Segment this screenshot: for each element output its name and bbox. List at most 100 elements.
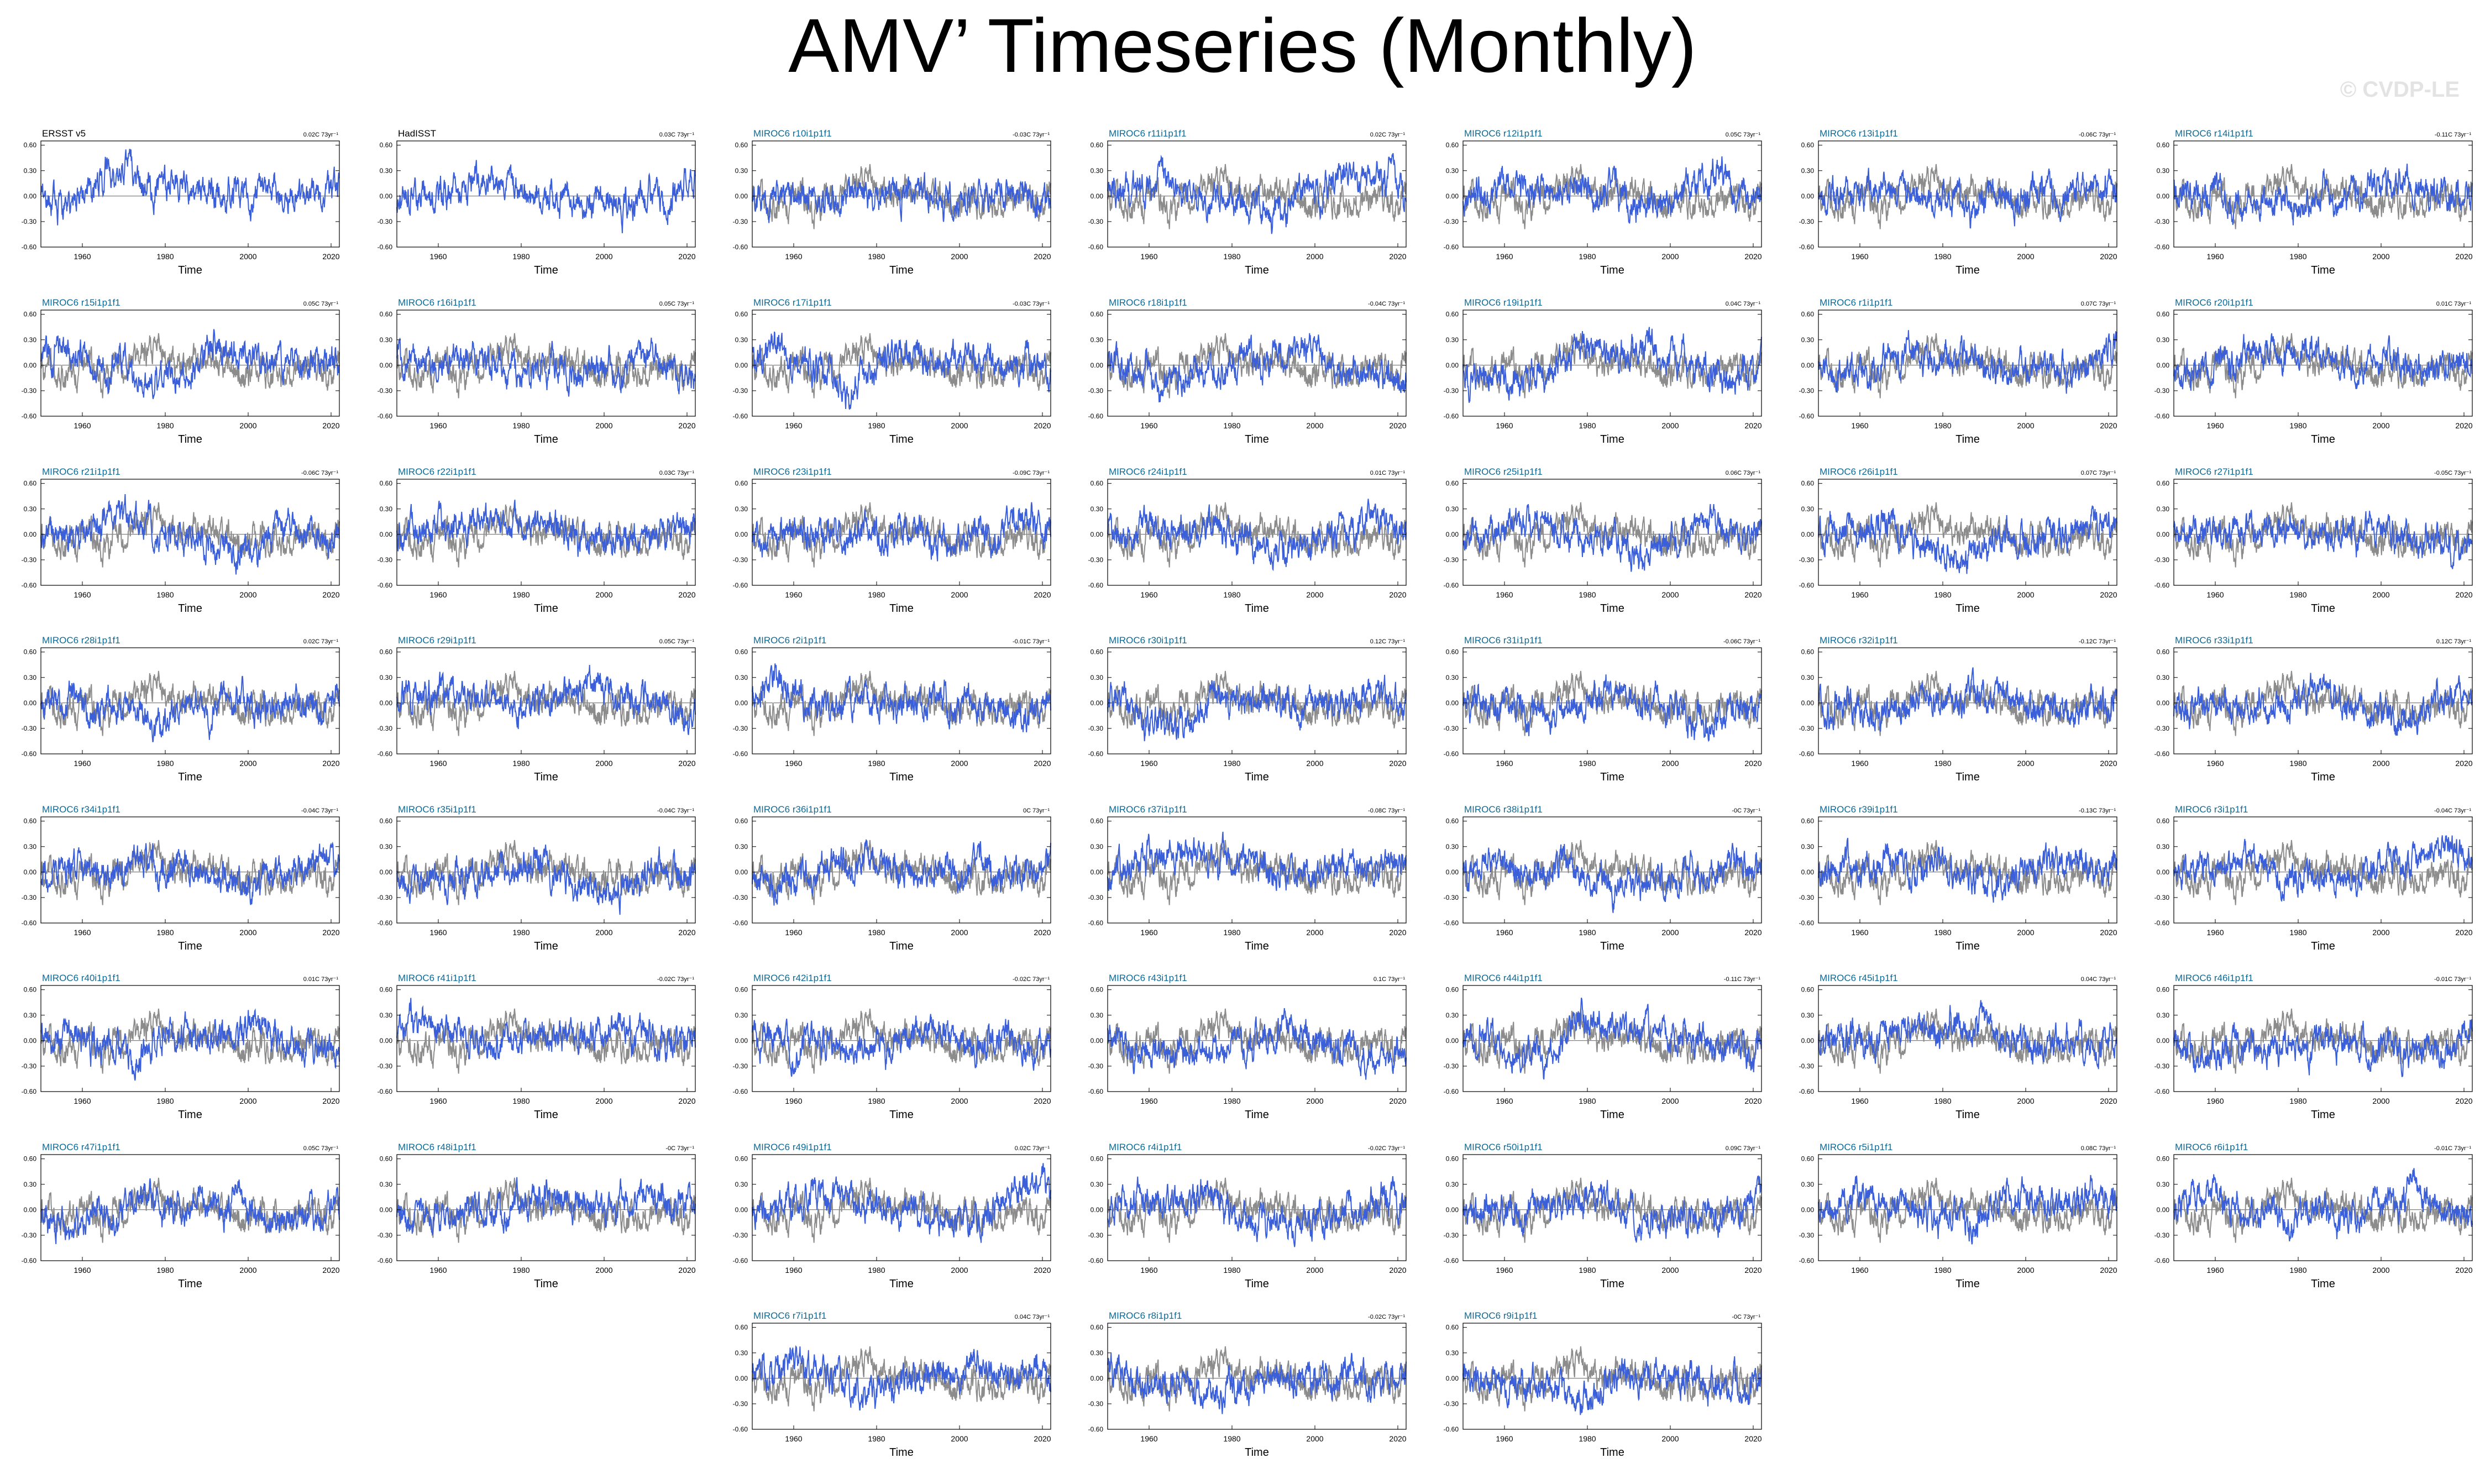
y-tick-label: -0.30 bbox=[22, 387, 37, 395]
panel-trend: -0C 73yr⁻¹ bbox=[1732, 1314, 1760, 1320]
y-tick-label: -0.30 bbox=[1088, 1231, 1104, 1239]
x-tick-label: 1980 bbox=[1934, 928, 1951, 937]
member-series-line bbox=[752, 1163, 1051, 1243]
plot-frame bbox=[40, 1154, 340, 1261]
panel-title: MIROC6 r34i1p1f1 bbox=[42, 804, 120, 815]
y-tick-label: -0.30 bbox=[378, 1062, 393, 1070]
x-tick-label: 1960 bbox=[1140, 1434, 1157, 1443]
panel-title: MIROC6 r47i1p1f1 bbox=[42, 1142, 120, 1152]
x-tick-label: 1980 bbox=[1223, 1097, 1240, 1105]
x-tick-label: 1980 bbox=[868, 421, 885, 430]
panel-title: MIROC6 r39i1p1f1 bbox=[1820, 804, 1898, 815]
member-series-line bbox=[752, 502, 1051, 562]
y-tick-label: -0.60 bbox=[22, 1257, 37, 1265]
panel-trend: -0.11C 73yr⁻¹ bbox=[1724, 976, 1760, 983]
x-axis-label: Time bbox=[2311, 433, 2335, 445]
x-axis-label: Time bbox=[1956, 1278, 1980, 1290]
x-axis-label: Time bbox=[178, 602, 202, 615]
y-tick-label: -0.30 bbox=[1444, 894, 1459, 901]
x-tick-label: 2020 bbox=[1389, 1097, 1406, 1105]
x-tick-label: 2000 bbox=[2017, 252, 2034, 261]
x-axis-label: Time bbox=[1600, 771, 1624, 783]
y-tick-label: 0.30 bbox=[1091, 843, 1104, 851]
y-tick-label: -0.60 bbox=[22, 919, 37, 927]
y-tick-label: -0.30 bbox=[378, 894, 393, 901]
x-tick-label: 1960 bbox=[1851, 928, 1868, 937]
panel-title: MIROC6 r2i1p1f1 bbox=[753, 635, 826, 646]
y-tick-label: 0.00 bbox=[2157, 361, 2170, 369]
y-tick-label: 0.30 bbox=[1446, 843, 1459, 851]
x-tick-label: 2000 bbox=[1306, 252, 1323, 261]
x-tick-label: 2020 bbox=[1034, 1266, 1051, 1275]
x-axis-label: Time bbox=[178, 940, 202, 952]
member-series-line bbox=[396, 337, 696, 397]
y-tick-label: 0.30 bbox=[1091, 167, 1104, 175]
x-tick-label: 2020 bbox=[1744, 1266, 1761, 1275]
y-tick-label: -0.30 bbox=[22, 556, 37, 564]
x-tick-label: 1960 bbox=[1140, 928, 1157, 937]
watermark: © CVDP-LE bbox=[2340, 77, 2460, 102]
y-tick-label: 0.30 bbox=[380, 674, 393, 681]
y-tick-label: -0.30 bbox=[1799, 387, 1815, 395]
y-tick-label: 0.00 bbox=[2157, 192, 2170, 200]
y-tick-label: 0.60 bbox=[735, 986, 748, 994]
x-tick-label: 2000 bbox=[2017, 590, 2034, 599]
x-tick-label: 1980 bbox=[868, 759, 885, 768]
y-tick-label: 0.00 bbox=[380, 361, 393, 369]
y-tick-label: 0.00 bbox=[1091, 361, 1104, 369]
y-tick-label: -0.30 bbox=[1799, 1062, 1815, 1070]
panel-title: MIROC6 r25i1p1f1 bbox=[1464, 466, 1543, 477]
x-tick-label: 2020 bbox=[1744, 421, 1761, 430]
y-tick-label: -0.30 bbox=[1444, 556, 1459, 564]
x-axis-label: Time bbox=[1245, 1278, 1269, 1290]
x-tick-label: 2020 bbox=[322, 1266, 339, 1275]
x-tick-label: 1960 bbox=[2206, 928, 2224, 937]
y-tick-label: -0.30 bbox=[1444, 1400, 1459, 1408]
panel-title: MIROC6 r22i1p1f1 bbox=[398, 466, 476, 477]
panel-title: MIROC6 r15i1p1f1 bbox=[42, 297, 120, 308]
y-tick-label: -0.60 bbox=[2154, 1257, 2170, 1265]
panel-trend: -0.04C 73yr⁻¹ bbox=[301, 807, 338, 814]
x-axis-label: Time bbox=[178, 1109, 202, 1121]
x-tick-label: 2020 bbox=[1389, 252, 1406, 261]
y-tick-label: 0.60 bbox=[1091, 1155, 1104, 1163]
x-tick-label: 1960 bbox=[1851, 590, 1868, 599]
panel-title: MIROC6 r26i1p1f1 bbox=[1820, 466, 1898, 477]
y-tick-label: -0.60 bbox=[733, 919, 748, 927]
member-series-line bbox=[1107, 1352, 1407, 1414]
x-tick-label: 2020 bbox=[678, 252, 695, 261]
x-tick-label: 2000 bbox=[239, 1097, 256, 1105]
y-tick-label: -0.30 bbox=[733, 387, 748, 395]
panel-trend: 0.03C 73yr⁻¹ bbox=[659, 470, 695, 476]
member-series-line bbox=[1462, 327, 1762, 403]
amv-panel: MIROC6 r26i1p1f1 0.07C 73yr⁻¹ 0.60 0.30 0.00… bbox=[1799, 466, 2117, 615]
member-series-line bbox=[752, 1345, 1051, 1411]
observation-series-line bbox=[1462, 1177, 1762, 1243]
y-tick-label: -0.60 bbox=[1799, 243, 1815, 251]
x-tick-label: 1960 bbox=[1496, 1266, 1513, 1275]
member-series-line bbox=[40, 675, 340, 742]
panel-trend: 0.01C 73yr⁻¹ bbox=[2436, 301, 2472, 307]
y-tick-label: 0.00 bbox=[24, 868, 37, 876]
x-tick-label: 1960 bbox=[1496, 1434, 1513, 1443]
x-tick-label: 1980 bbox=[1579, 1434, 1596, 1443]
y-tick-label: -0.30 bbox=[1088, 725, 1104, 732]
x-axis-label: Time bbox=[2311, 771, 2335, 783]
x-tick-label: 2020 bbox=[678, 421, 695, 430]
x-tick-label: 1960 bbox=[429, 1097, 447, 1105]
member-series-line bbox=[1462, 1174, 1762, 1243]
x-tick-label: 2000 bbox=[1306, 1097, 1323, 1105]
y-tick-label: 0.00 bbox=[24, 531, 37, 538]
y-tick-label: 0.30 bbox=[1801, 1181, 1815, 1188]
member-series-line bbox=[40, 841, 340, 905]
y-tick-label: -0.60 bbox=[2154, 243, 2170, 251]
x-tick-label: 2000 bbox=[239, 421, 256, 430]
plot-frame bbox=[40, 985, 340, 1092]
panel-trend: 0.07C 73yr⁻¹ bbox=[2081, 470, 2116, 476]
y-tick-label: 0.00 bbox=[2157, 1206, 2170, 1214]
amv-panel: MIROC6 r35i1p1f1 -0.04C 73yr⁻¹ 0.60 0.30 0.0… bbox=[378, 804, 696, 952]
panel-title: MIROC6 r18i1p1f1 bbox=[1109, 297, 1187, 308]
x-tick-label: 2000 bbox=[595, 421, 612, 430]
y-tick-label: 0.00 bbox=[380, 868, 393, 876]
